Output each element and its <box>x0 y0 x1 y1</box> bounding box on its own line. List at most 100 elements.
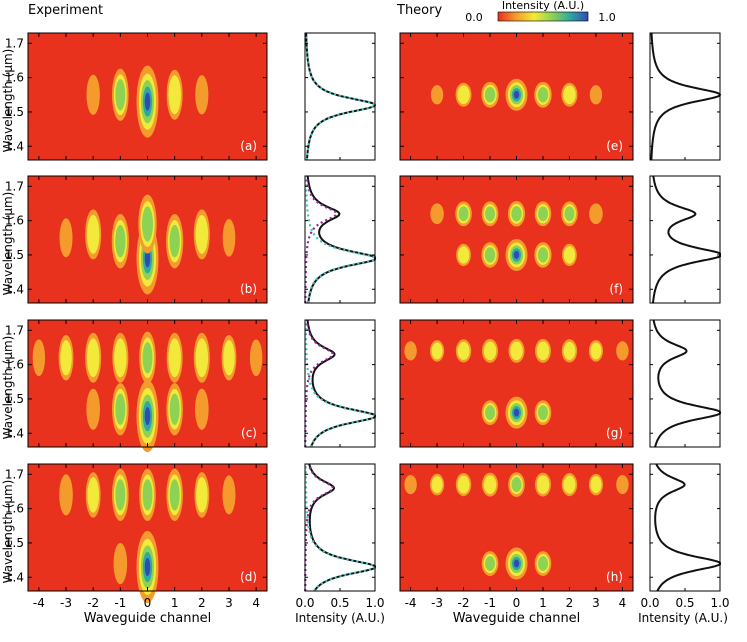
y-axis-label: Wavelength (μm) <box>1 49 15 153</box>
x-tick-label: 3 <box>225 596 233 610</box>
heatmap-spot <box>223 339 235 376</box>
y-tick-label: 1.4 <box>5 139 24 153</box>
panel-label: (d) <box>240 570 257 584</box>
spectrum-line <box>650 32 722 160</box>
spectrum-background <box>650 320 720 447</box>
spectrum-line <box>654 463 721 592</box>
heatmap-spot <box>616 341 629 361</box>
spectrum-line <box>652 175 721 303</box>
heatmap-spot <box>195 214 209 254</box>
heatmap-spot <box>457 475 470 494</box>
heatmap-spot <box>169 393 180 425</box>
heatmap-spot <box>513 408 520 417</box>
colorbar <box>497 11 589 22</box>
spectrum-plot <box>652 175 721 303</box>
x-tick-label: 2 <box>566 596 574 610</box>
spectrum-background <box>305 464 375 591</box>
heatmap-spot <box>404 341 417 361</box>
spectrum-background <box>650 33 720 160</box>
x-tick-label: 1.0 <box>710 596 729 610</box>
x-axis-label: Intensity (A.U.) <box>638 611 728 625</box>
heatmap-spot <box>563 85 576 105</box>
heatmap-spot <box>404 474 417 495</box>
heatmap-spot <box>564 206 575 222</box>
heatmap-spot <box>513 559 520 568</box>
heatmap-spot <box>536 341 550 361</box>
x-tick-label: 3 <box>592 596 600 610</box>
heatmap-spot <box>86 214 100 254</box>
heatmap-spot <box>249 339 263 377</box>
heatmap-spot <box>485 556 496 571</box>
heatmap-spot <box>485 405 496 421</box>
heatmap-spot <box>431 342 443 360</box>
x-tick-label: 1.0 <box>365 596 384 610</box>
x-tick-label: 4 <box>252 596 260 610</box>
x-tick-label: -2 <box>458 596 470 610</box>
heatmap-spot <box>142 479 153 511</box>
y-tick-label: 1.4 <box>5 282 24 296</box>
heatmap-spot <box>144 249 151 268</box>
x-tick-label: 4 <box>619 596 627 610</box>
y-tick-label: 1.7 <box>5 467 24 481</box>
y-axis-label: Wavelength (μm) <box>1 336 15 440</box>
panel-label: (a) <box>240 139 257 153</box>
heatmap-spot <box>563 341 576 360</box>
y-tick-label: 1.7 <box>5 36 24 50</box>
spectrum-line <box>652 319 721 448</box>
fit-line-short <box>304 464 377 592</box>
heatmap-spot <box>144 407 151 426</box>
y-tick-label: 1.6 <box>5 214 24 228</box>
fit-line-long <box>304 175 338 303</box>
heatmap-spot <box>430 203 444 225</box>
y-tick-label: 1.7 <box>5 179 24 193</box>
heatmap-spot <box>169 479 180 511</box>
heatmap-spot <box>483 341 497 361</box>
x-tick-label: 0.0 <box>640 596 659 610</box>
x-tick-label: 2 <box>198 596 206 610</box>
heatmap-spot <box>196 477 208 513</box>
colorbar-label: Intensity (A.U.) <box>502 0 584 12</box>
colorbar-min-label: 0.0 <box>465 11 483 24</box>
colorbar-max-label: 1.0 <box>598 11 616 24</box>
heatmap-spot <box>32 339 46 377</box>
y-tick-label: 1.6 <box>5 358 24 372</box>
x-axis-label: Waveguide channel <box>84 611 212 626</box>
heatmap-spot <box>195 388 209 430</box>
fit-line-short <box>304 319 377 448</box>
heatmap-spot <box>113 542 128 585</box>
y-axis-label: Wavelength (μm) <box>1 192 15 296</box>
heatmap-spot <box>590 342 602 360</box>
y-tick-label: 1.6 <box>5 502 24 516</box>
y-axis-label: Wavelength (μm) <box>1 480 15 584</box>
heatmap-spot <box>144 557 151 576</box>
heatmap-spot <box>537 556 548 571</box>
heatmap-spot <box>510 341 523 361</box>
x-tick-label: -3 <box>60 596 72 610</box>
heatmap-spot <box>458 206 469 222</box>
heatmap-spot <box>431 476 443 494</box>
heatmap-spot <box>141 206 154 242</box>
spectrum-plot <box>654 463 721 592</box>
heatmap-spot <box>537 87 549 103</box>
heatmap-spot <box>115 479 126 511</box>
y-tick-label: 1.4 <box>5 426 24 440</box>
heatmap-spot <box>195 338 209 378</box>
heatmap-spot <box>537 206 548 222</box>
x-tick-label: -4 <box>33 596 45 610</box>
panel-label: (c) <box>241 426 257 440</box>
heatmap-spot <box>115 79 126 111</box>
heatmap-spot <box>485 206 496 222</box>
heatmap-spot <box>457 246 470 264</box>
spectrum-plot <box>304 175 377 304</box>
heatmap-spot <box>222 218 236 257</box>
heatmap-spot <box>589 203 603 225</box>
y-tick-label: 1.4 <box>5 570 24 584</box>
heatmap-spot <box>511 477 522 493</box>
heatmap-spot <box>169 224 180 258</box>
heatmap-spot <box>115 224 126 258</box>
x-tick-label: -1 <box>484 596 496 610</box>
heatmap-spot <box>589 85 603 105</box>
heatmap-spot <box>87 477 99 513</box>
theory-title: Theory <box>396 3 442 18</box>
